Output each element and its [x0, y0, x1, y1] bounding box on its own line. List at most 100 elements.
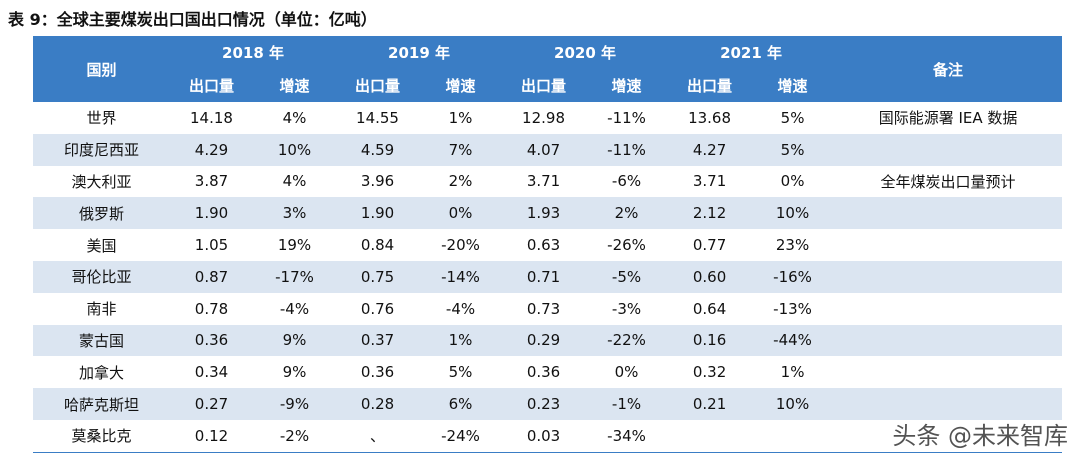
table-cell: -4% [445, 299, 476, 318]
table-cell: 3.71 [692, 172, 727, 191]
table-cell [834, 324, 1063, 357]
table-row: 印度尼西亚 4.29 10% 4.59 7% 4.07 -11% 4.27 5% [33, 133, 1063, 166]
year-header: 2019 年 [336, 36, 503, 69]
table-cell: -26% [607, 236, 646, 255]
year-header: 2021 年 [668, 36, 835, 69]
table-cell: -2% [253, 419, 337, 453]
table-row: 南非 0.78 -4% 0.76 -4% 0.73 -3% 0.64 -13% [33, 293, 1062, 325]
watermark: 头条 @未来智库 [892, 422, 1068, 450]
table-cell: 14.18 [190, 108, 233, 127]
table-cell [834, 229, 1062, 261]
table-row: 哈萨克斯坦 0.27 -9% 0.28 6% 0.23 -1% 0.21 10% [33, 388, 1063, 420]
table-row: 美国 1.05 19% 0.84 -20% 0.63 -26% 0.77 23% [33, 229, 1062, 261]
table-cell: 10% [253, 133, 337, 166]
table-cell: -22% [585, 324, 669, 357]
table-cell: 加拿大 [78, 363, 124, 382]
table-cell: 13.68 [688, 108, 732, 127]
table-cell: 0.60 [668, 260, 752, 293]
table-cell: 哥伦比亚 [33, 260, 170, 293]
table-cell: 莫桑比克 [33, 419, 170, 453]
table-cell: 4.07 [502, 133, 586, 166]
table-cell: 7% [419, 133, 503, 166]
sub-header: 出口量 [170, 69, 253, 102]
table-cell: 0.28 [336, 388, 420, 420]
table-cell: 3.96 [360, 172, 395, 191]
table-cell: 4.27 [668, 133, 752, 166]
table-cell: 、 [336, 419, 420, 453]
table-cell: 4.59 [336, 133, 420, 166]
table-cell: 南非 [86, 300, 117, 319]
table-cell: -14% [419, 260, 503, 293]
table-cell: 0.36 [170, 324, 253, 357]
table-cell: 1.93 [502, 197, 586, 230]
table-cell: 世界 [86, 109, 117, 128]
table-cell: -44% [751, 324, 835, 357]
table-cell: 1.90 [336, 197, 420, 230]
table-cell: 2% [448, 172, 473, 191]
table-row: 哥伦比亚 0.87 -17% 0.75 -14% 0.71 -5% 0.60 -16% [33, 260, 1063, 293]
table-cell: 5% [448, 363, 473, 382]
table-cell: 2% [585, 197, 669, 230]
sub-header: 增速 [253, 69, 337, 102]
table-cell: 0.84 [360, 236, 395, 255]
table-cell: 0.03 [502, 419, 586, 453]
table-cell: 23% [775, 236, 810, 255]
table-cell: 0.77 [692, 236, 727, 255]
table-cell: 美国 [86, 236, 117, 255]
table-cell: 3.71 [526, 172, 561, 191]
sub-header: 增速 [419, 69, 503, 102]
table-cell: -5% [585, 260, 669, 293]
table-cell: 2.12 [668, 197, 752, 230]
table-cell: 0.21 [668, 388, 752, 420]
table-cell: 0.75 [336, 260, 420, 293]
table-cell: 0% [614, 363, 639, 382]
table-cell: 19% [277, 236, 312, 255]
table-row: 世界 14.18 4% 14.55 1% 12.98 -11% 13.68 5% 国际能源署 IE… [33, 102, 1062, 134]
header-cell: 国别 [33, 36, 170, 102]
table-cell: 0.36 [526, 363, 561, 382]
table-cell: -11% [607, 108, 646, 127]
table-cell: 0% [780, 172, 805, 191]
table-cell: 10% [751, 388, 835, 420]
sub-header: 出口量 [502, 69, 586, 102]
table-cell: 印度尼西亚 [33, 133, 170, 166]
table-cell: 5% [780, 108, 805, 127]
table-cell: 0.63 [526, 236, 561, 255]
table-cell: 10% [751, 197, 835, 230]
table-cell: -1% [585, 388, 669, 420]
sub-header: 增速 [585, 69, 669, 102]
table-cell: 9% [282, 363, 307, 382]
table-cell: 14.55 [356, 108, 399, 127]
table-body: 世界 14.18 4% 14.55 1% 12.98 -11% 13.68 5% 国际能源署 IE… [33, 102, 1063, 453]
table-cell [834, 133, 1063, 166]
table-cell [834, 419, 1063, 453]
sub-header: 出口量 [668, 69, 752, 102]
table-cell: 澳大利亚 [71, 172, 132, 191]
table-cell: -9% [253, 388, 337, 420]
table-cell [834, 356, 1062, 388]
table-cell: 4.29 [170, 133, 253, 166]
table-cell: 0.36 [360, 363, 395, 382]
table-cell: 0.12 [170, 419, 253, 453]
table-cell: -6% [611, 172, 642, 191]
table-cell: 3% [253, 197, 337, 230]
table-cell: 0.64 [692, 299, 727, 318]
table-cell: 0.87 [170, 260, 253, 293]
table-cell: 0.71 [502, 260, 586, 293]
sub-header: 出口量 [336, 69, 420, 102]
table-cell: 6% [419, 388, 503, 420]
table-cell: 0.32 [692, 363, 727, 382]
table-cell: -17% [253, 260, 337, 293]
table-cell: 0.78 [194, 299, 229, 318]
table-cell: 1.90 [170, 197, 253, 230]
table-cell: 5% [751, 133, 835, 166]
table: 国别 2018 年 2019 年 2020 年 2021 年备注 出口量 增速 出口量 增速出… [33, 36, 1063, 453]
table-cell: -3% [611, 299, 642, 318]
table-row: 莫桑比克 0.12 -2%、 -24% 0.03 -34% [33, 419, 1063, 453]
table-cell: 0.27 [170, 388, 253, 420]
table-cell: 0.16 [668, 324, 752, 357]
year-header: 2018 年 [170, 36, 337, 69]
table-header: 国别 2018 年 2019 年 2020 年 2021 年备注 出口量 增速 出口量 增速出… [33, 36, 1063, 102]
table-cell: -13% [773, 299, 812, 318]
